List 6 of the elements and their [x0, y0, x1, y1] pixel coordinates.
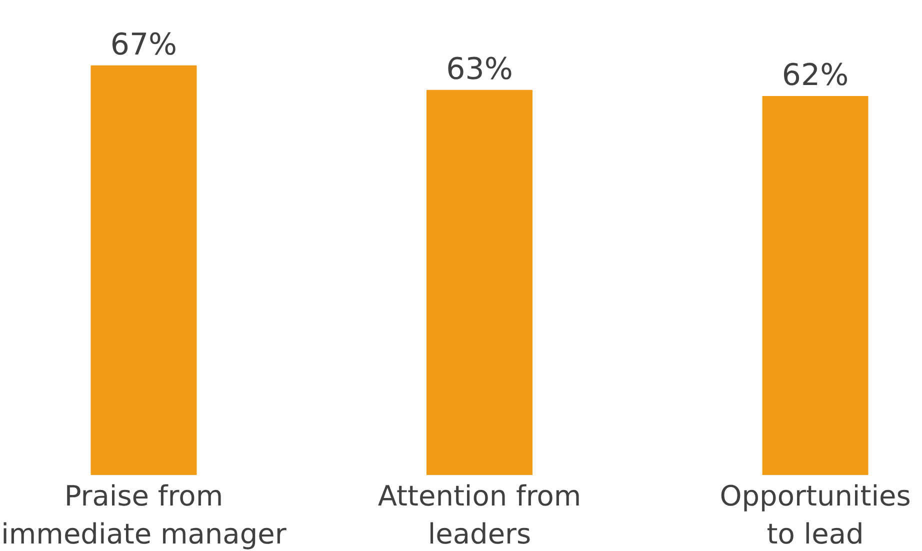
x-tick-label: Attention from leaders [378, 480, 582, 550]
x-tick-label: Praise from immediate manager [1, 480, 287, 550]
data-label: 63% [446, 52, 513, 87]
data-label: 67% [110, 27, 178, 62]
data-label: 62% [782, 58, 849, 93]
x-tick-label: Opportunities to lead [720, 480, 911, 550]
